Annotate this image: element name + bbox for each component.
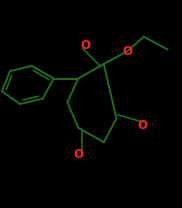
Text: O: O: [73, 149, 83, 161]
Text: O: O: [81, 39, 90, 52]
Text: O: O: [137, 119, 147, 132]
Text: O: O: [122, 45, 132, 58]
